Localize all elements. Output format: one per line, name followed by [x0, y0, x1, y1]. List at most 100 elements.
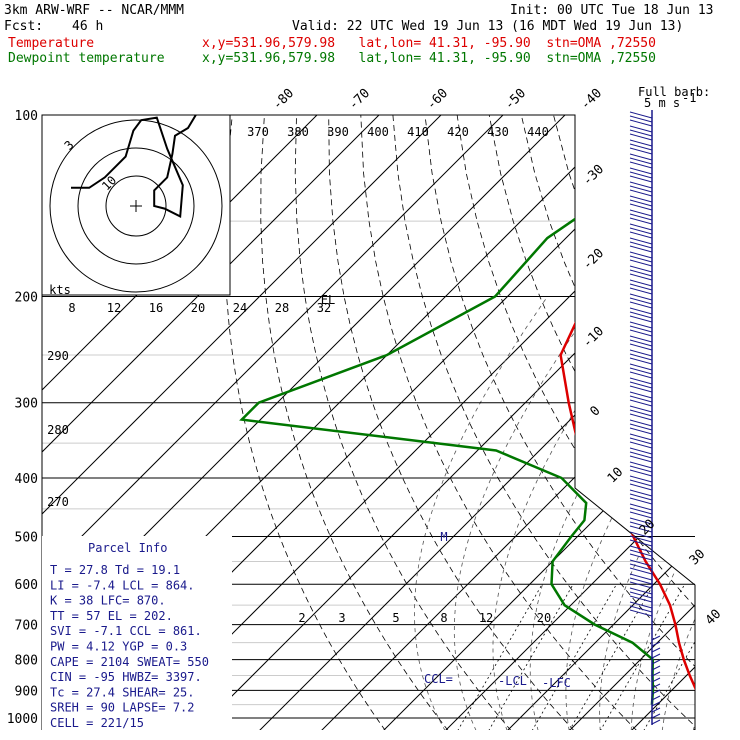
low-level-barb	[651, 647, 661, 653]
isotherm-label--20: -20	[580, 246, 607, 273]
barb-flag	[629, 461, 653, 469]
barb-flag	[629, 503, 653, 511]
parcel-info-row: LI = -7.4 LCL = 864.	[50, 578, 195, 592]
mixing-ratio-3	[488, 584, 574, 730]
isotherm-0	[506, 115, 695, 730]
hodograph-units-label: kts	[49, 283, 71, 297]
barb-flag	[629, 357, 653, 365]
barb-flag	[629, 199, 653, 207]
low-level-barb	[651, 707, 661, 713]
parcel-info-row: T = 27.8 Td = 19.1	[50, 563, 180, 577]
barb-flag	[629, 521, 653, 529]
speed-label-20: 20	[191, 301, 205, 315]
barb-flag	[629, 581, 653, 589]
barb-flag	[629, 175, 653, 183]
wind-barb	[629, 377, 653, 393]
barb-flag	[629, 125, 653, 133]
isotherm-label-30: 30	[687, 547, 709, 569]
wind-barb	[629, 433, 653, 449]
wind-barb	[629, 195, 653, 211]
barb-flag	[629, 189, 653, 197]
pressure-label-100: 100	[15, 109, 38, 124]
barb-flag	[629, 115, 653, 123]
parcel-info-row: SVI = -7.1 CCL = 861.	[50, 624, 202, 638]
wind-barb	[629, 167, 653, 183]
wind-barbs: Full barb:5 m s -1	[629, 85, 710, 725]
wind-barb	[629, 111, 653, 127]
barb-flag	[629, 525, 653, 533]
m-marker: M	[440, 530, 447, 544]
barb-flag	[629, 259, 653, 267]
barb-flag	[629, 287, 653, 295]
wind-barb	[629, 125, 653, 141]
legend-temperature: Temperature	[8, 36, 95, 51]
barb-flag	[629, 517, 653, 525]
barb-flag	[629, 171, 653, 179]
wind-barb	[629, 335, 653, 351]
barb-flag	[629, 273, 653, 281]
wind-barb	[629, 531, 653, 547]
isotherm-label-10: 10	[605, 465, 627, 487]
speed-label-16: 16	[149, 301, 163, 315]
wind-barb	[629, 587, 653, 603]
barb-flag	[629, 147, 653, 155]
barb-flag	[629, 539, 653, 547]
barb-flag	[629, 143, 653, 151]
barb-flag	[629, 535, 653, 543]
barb-flag	[629, 167, 653, 175]
wind-barb	[629, 559, 653, 575]
barb-flag	[629, 427, 653, 435]
barb-flag	[629, 269, 653, 277]
isotherm-10	[568, 115, 695, 730]
parcel-info-row: TT = 57 EL = 202.	[50, 609, 173, 623]
wind-barb	[629, 307, 653, 323]
barb-flag	[629, 157, 653, 165]
mixing-ratio-label-2: 2	[298, 611, 305, 625]
isotherm-label-0: 0	[587, 403, 603, 419]
mixing-ratio-label-12: 12	[479, 611, 493, 625]
barb-flag	[629, 343, 653, 351]
barb-flag	[629, 441, 653, 449]
barb-flag	[629, 181, 653, 189]
isotherm--110	[42, 115, 469, 730]
barb-flag	[629, 545, 653, 553]
low-level-barb	[651, 683, 661, 689]
barb-flag	[629, 133, 653, 141]
pressure-label-1000: 1000	[7, 712, 38, 727]
theta-e-label-270: 270	[47, 495, 69, 509]
theta-label-380: 380	[287, 125, 309, 139]
barb-flag	[629, 265, 653, 273]
pressure-label-900: 900	[15, 684, 38, 699]
barb-flag	[629, 455, 653, 463]
isotherm-label--40: -40	[578, 86, 605, 113]
barb-flag	[629, 213, 653, 221]
wind-barb	[629, 223, 653, 239]
wind-legend-value: 5 m s	[644, 96, 680, 110]
legend-dewpoint: Dewpoint temperature	[8, 51, 165, 66]
dry-adiabat-400	[714, 115, 740, 731]
isotherm--50	[196, 115, 695, 730]
frame-outline	[42, 114, 696, 730]
barb-flag	[629, 363, 653, 371]
theta-label-410: 410	[407, 125, 429, 139]
wind-barb	[629, 447, 653, 463]
speed-label-24: 24	[233, 301, 247, 315]
moist-adiabat-35	[724, 297, 740, 731]
low-level-barb	[651, 671, 661, 677]
theta-label-420: 420	[447, 125, 469, 139]
ccl-marker: CCL=	[424, 672, 453, 686]
isotherm--130	[42, 115, 345, 730]
barb-flag	[629, 479, 653, 487]
barb-flag	[629, 353, 653, 361]
hodograph-ring-1	[77, 147, 195, 265]
moist-adiabat-25	[661, 296, 695, 730]
lcl-marker: -LCL	[498, 674, 527, 688]
barb-flag	[629, 423, 653, 431]
barb-flag	[629, 437, 653, 445]
barb-flag	[629, 591, 653, 599]
isotherm-20	[630, 115, 695, 730]
barb-flag	[629, 339, 653, 347]
barb-flag	[629, 483, 653, 491]
barb-flag	[629, 241, 653, 249]
